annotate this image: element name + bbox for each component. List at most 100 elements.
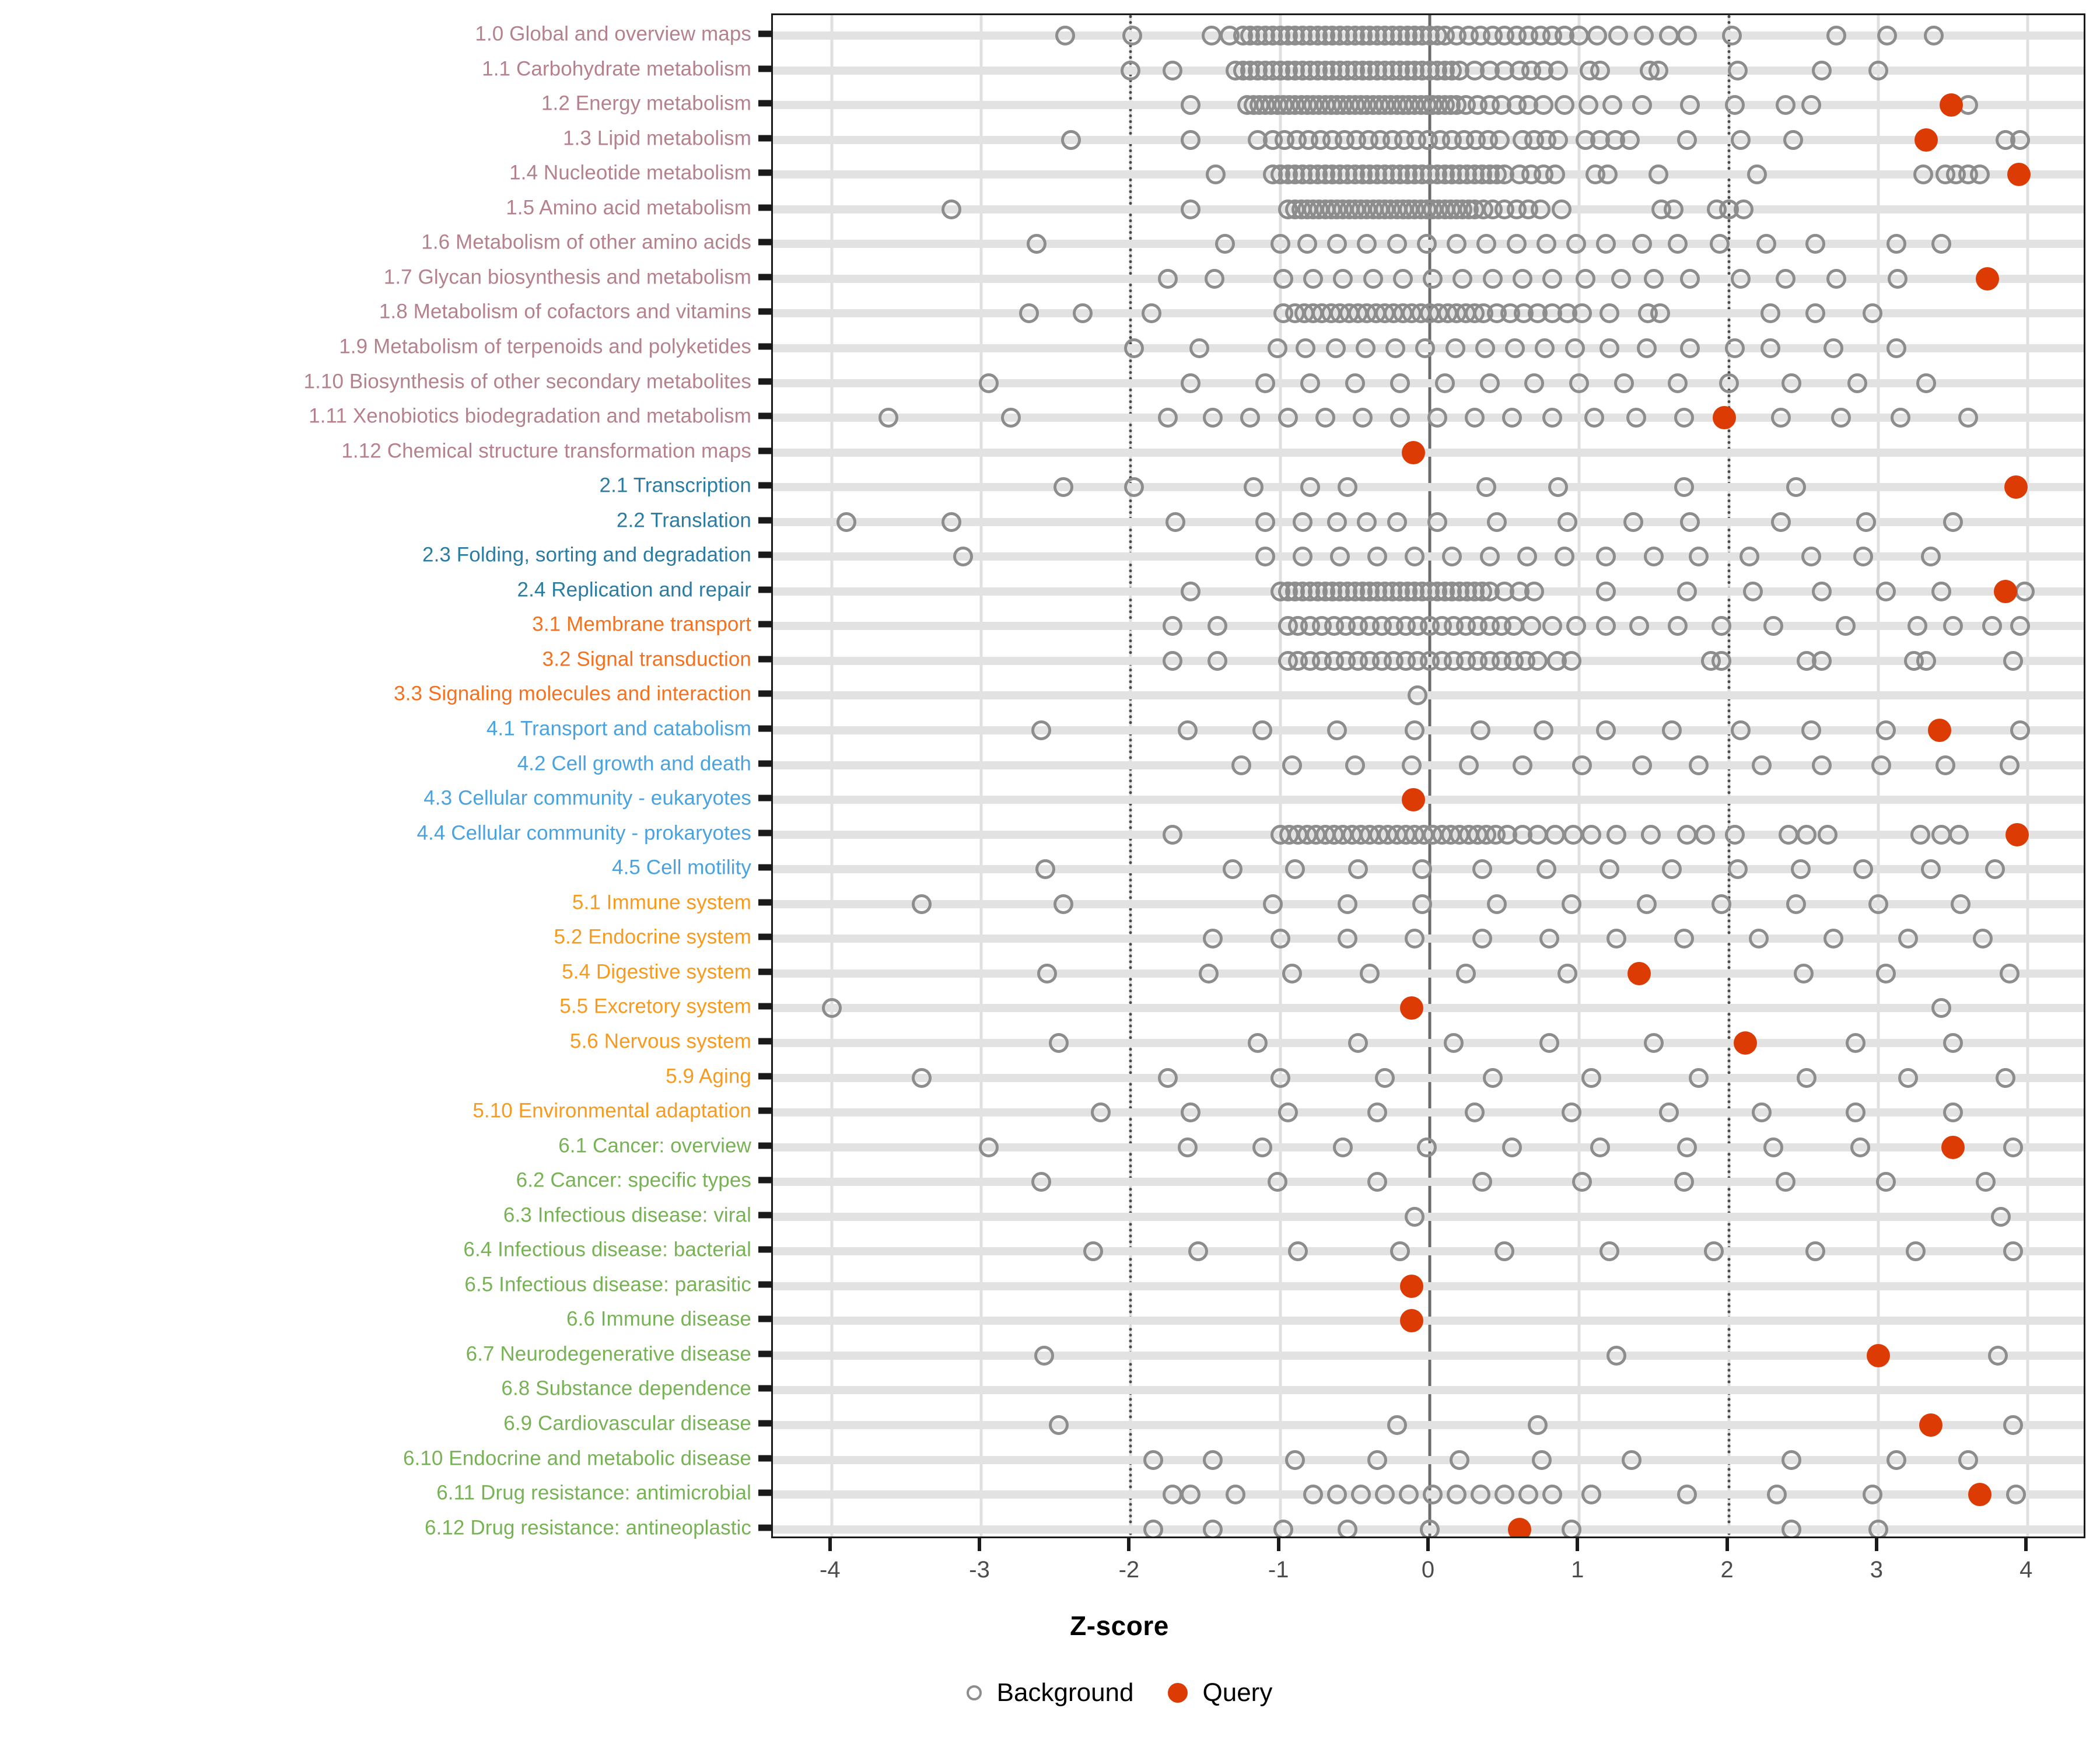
query-point	[1712, 406, 1736, 430]
plot-panel-inner	[773, 15, 2084, 1536]
background-point	[1180, 1102, 1200, 1123]
background-point	[1611, 268, 1632, 289]
y-axis-label: 1.4 Nucleotide metabolism	[509, 161, 751, 184]
background-point	[1982, 616, 2002, 636]
background-point	[1348, 1032, 1368, 1053]
background-point	[1049, 1032, 1069, 1053]
background-point	[1278, 408, 1298, 428]
background-point	[1581, 824, 1601, 845]
y-axis-tick	[758, 1212, 771, 1219]
y-axis-label: 2.3 Folding, sorting and degradation	[422, 543, 751, 566]
y-axis-label: 6.11 Drug resistance: antimicrobial	[436, 1481, 751, 1504]
y-axis-tick	[758, 517, 771, 524]
horizontal-gridline	[773, 1108, 2084, 1117]
background-point	[1771, 408, 1791, 428]
background-point	[1019, 303, 1040, 324]
background-point	[1703, 1241, 1724, 1262]
background-point	[1663, 199, 1684, 219]
background-point	[1748, 929, 1769, 949]
background-point	[1689, 1068, 1709, 1088]
background-point	[1554, 547, 1574, 567]
background-point	[1641, 824, 1661, 845]
y-axis-tick	[758, 482, 771, 489]
background-point	[1203, 408, 1223, 428]
y-axis-label: 2.1 Transcription	[599, 474, 751, 497]
background-point	[1333, 1137, 1353, 1157]
background-point	[1445, 338, 1465, 358]
background-point	[1831, 408, 1851, 428]
x-axis-tick-label: -1	[1268, 1557, 1289, 1583]
background-point	[1198, 963, 1219, 984]
background-point	[1740, 547, 1760, 567]
background-point	[1355, 338, 1376, 358]
background-point	[1711, 650, 1731, 671]
background-point	[1875, 1172, 1896, 1192]
x-axis-tick	[2024, 1538, 2028, 1551]
horizontal-gridline	[773, 691, 2084, 700]
background-point	[1034, 1345, 1054, 1366]
background-point	[1572, 1172, 1592, 1192]
background-point	[1177, 1137, 1198, 1157]
background-point	[1517, 547, 1537, 567]
background-point	[1255, 512, 1276, 532]
background-point	[1527, 650, 1548, 671]
background-point	[1512, 268, 1532, 289]
background-point	[1862, 1485, 1882, 1505]
background-point	[1387, 1415, 1407, 1435]
background-point	[1891, 408, 1911, 428]
y-axis-tick	[758, 725, 771, 732]
vertical-gridline	[830, 15, 834, 1536]
y-axis-label: 2.4 Replication and repair	[517, 578, 751, 601]
background-point	[1049, 1415, 1069, 1435]
y-axis-label: 1.11 Xenobiotics biodegradation and meta…	[309, 404, 751, 428]
background-point	[1760, 303, 1781, 324]
background-point	[1203, 1450, 1223, 1470]
y-axis-label: 6.3 Infectious disease: viral	[503, 1203, 751, 1227]
x-axis-tick-label: -4	[820, 1557, 841, 1583]
y-axis-label: 5.10 Environmental adaptation	[473, 1099, 751, 1122]
background-point	[1847, 373, 1868, 393]
y-axis-label: 6.10 Endocrine and metabolic disease	[402, 1447, 751, 1470]
background-point	[1282, 755, 1303, 775]
background-point	[1282, 963, 1303, 984]
background-point	[1502, 1137, 1522, 1157]
background-point	[1142, 303, 1162, 324]
query-point	[1401, 788, 1425, 812]
background-point	[1987, 1345, 2008, 1366]
background-point	[1158, 268, 1178, 289]
background-point	[1596, 720, 1616, 740]
background-point	[1727, 859, 1748, 880]
background-point	[1724, 338, 1745, 358]
y-axis-label: 1.9 Metabolism of terpenoids and polyket…	[339, 335, 751, 358]
background-point	[1943, 616, 1964, 636]
background-point	[1862, 303, 1882, 324]
x-axis-tick-label: 3	[1870, 1557, 1884, 1583]
background-point	[1267, 338, 1287, 358]
background-point	[1676, 130, 1697, 150]
background-point	[941, 512, 961, 532]
x-axis-tick-label: 0	[1421, 1557, 1435, 1583]
legend-item-bg[interactable]: Background	[966, 1680, 1134, 1706]
background-point	[1734, 199, 1754, 219]
background-point	[1584, 408, 1604, 428]
y-axis-tick	[758, 968, 771, 975]
y-axis-label: 6.1 Cancer: overview	[558, 1134, 751, 1157]
legend-item-q[interactable]: Query	[1167, 1680, 1272, 1706]
y-axis-label: 6.2 Cancer: specific types	[516, 1168, 751, 1192]
background-point	[1668, 616, 1688, 636]
x-axis-tick	[1874, 1538, 1878, 1551]
background-point	[1596, 234, 1616, 254]
background-point	[1950, 894, 1971, 914]
background-point	[1180, 373, 1200, 393]
background-point	[1850, 1137, 1871, 1157]
query-point	[1914, 128, 1938, 152]
background-point	[1931, 824, 1951, 845]
background-point	[1569, 373, 1590, 393]
background-point	[1399, 1485, 1419, 1505]
background-point	[1121, 60, 1141, 80]
background-point	[1786, 477, 1806, 498]
y-axis-tick	[758, 1489, 771, 1496]
background-point	[1668, 373, 1688, 393]
background-point	[1188, 1241, 1208, 1262]
background-point	[1782, 1450, 1802, 1470]
